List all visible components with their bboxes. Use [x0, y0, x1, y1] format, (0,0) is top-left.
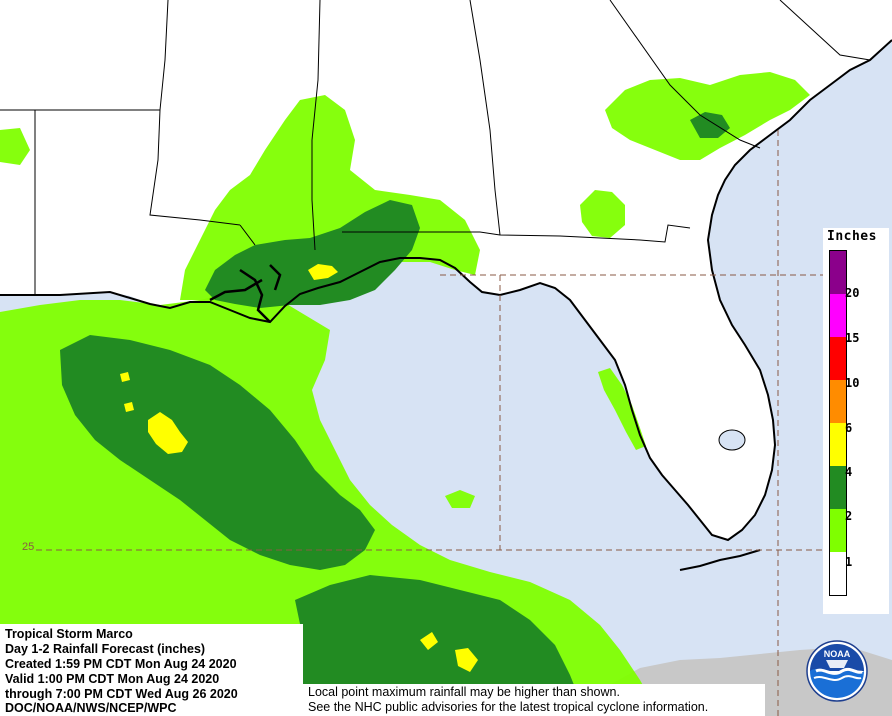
created-time: Created 1:59 PM CDT Mon Aug 24 2020 [5, 657, 237, 671]
rain-2in-carolina [690, 112, 730, 138]
legend-swatch-4 [830, 423, 846, 466]
legend-title: Inches [827, 229, 877, 244]
rain-1in-patch-west [0, 128, 30, 165]
legend-label-6: 6 [845, 421, 853, 435]
product-title: Day 1-2 Rainfall Forecast (inches) [5, 642, 206, 656]
mississippi-delta [209, 264, 282, 323]
rain-1in-georgia [580, 190, 625, 238]
valid-time: Valid 1:00 PM CDT Mon Aug 24 2020 [5, 672, 220, 686]
noaa-logo-text: NOAA [824, 649, 851, 659]
noaa-logo-graphic: NOAA [806, 640, 868, 702]
through-time: through 7:00 PM CDT Wed Aug 26 2020 [5, 687, 238, 701]
legend-swatch-0 [830, 552, 846, 595]
rain-4in-south-2 [455, 648, 478, 672]
disclaimer-line-2: See the NHC public advisories for the la… [308, 700, 709, 714]
rain-1in-florida [598, 368, 646, 450]
legend-swatch-6 [830, 380, 846, 423]
legend-label-20: 20 [845, 286, 860, 300]
legend-swatch-10 [830, 337, 846, 380]
legend-label-4: 4 [845, 465, 853, 479]
disclaimer-line-1: Local point maximum rainfall may be high… [308, 685, 620, 699]
legend-swatch-15 [830, 294, 846, 337]
legend-swatch-20 [830, 251, 846, 294]
latitude-label-25: 25 [22, 541, 35, 553]
rainfall-legend: Inches 20 15 10 6 4 2 1 [823, 228, 889, 614]
lake-okeechobee [718, 429, 746, 451]
disclaimer-box: Local point maximum rainfall may be high… [303, 684, 765, 716]
lat-lon-grid [36, 130, 823, 716]
legend-swatch-1 [830, 509, 846, 552]
rain-4in-small-2 [124, 402, 134, 412]
legend-label-10: 10 [845, 376, 860, 390]
legend-label-15: 15 [845, 331, 860, 345]
noaa-logo: NOAA [806, 640, 868, 702]
legend-label-1: 1 [845, 555, 853, 569]
legend-swatch-2 [830, 466, 846, 509]
agency-credit: DOC/NOAA/NWS/NCEP/WPC [5, 701, 177, 715]
rain-1in-patch-east [445, 490, 475, 508]
rain-4in-coast [308, 264, 338, 280]
rain-2in-gulf-south [295, 575, 585, 716]
rain-4in-gulf [148, 412, 188, 454]
legend-color-bar [829, 250, 847, 596]
rain-2in-gulf-west [60, 335, 375, 570]
coastlines [0, 39, 892, 571]
storm-name: Tropical Storm Marco [5, 627, 133, 641]
rain-4in-south-1 [420, 632, 438, 650]
rain-4in-small-1 [120, 372, 130, 382]
legend-label-2: 2 [845, 509, 853, 523]
forecast-info-box: Tropical Storm Marco Day 1-2 Rainfall Fo… [0, 624, 303, 716]
